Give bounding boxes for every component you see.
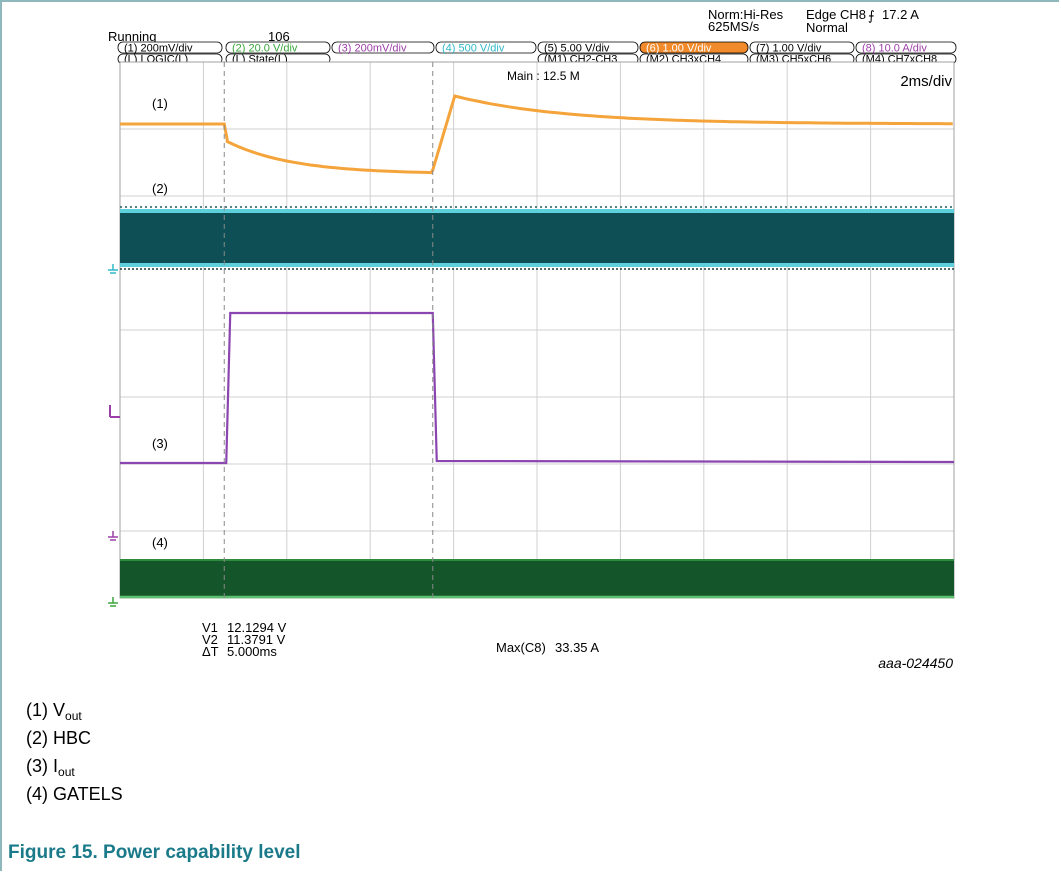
channel-box-5: (5) 5.00 V/div	[537, 41, 639, 55]
figure-caption: Figure 15. Power capability level	[8, 842, 301, 863]
trace-2-hbc-band	[120, 211, 954, 266]
cursor-dt-label: ΔT	[202, 644, 219, 659]
trace-3-iout	[120, 311, 955, 465]
cursor-v2-value: 11.3791 V	[227, 632, 286, 647]
channel-box-frame	[331, 41, 435, 54]
channel-box-7: (7) 1.00 V/div	[749, 41, 855, 55]
channel-box-frame	[537, 41, 639, 54]
channel-box-2: (2) 20.0 V/div	[225, 41, 331, 55]
channel-box-label: (1) 200mV/div	[124, 43, 193, 55]
channel-box-8: (8) 10.0 A/div	[855, 41, 957, 55]
trigger-level: 17.2 A	[882, 7, 919, 22]
channel-box-frame	[639, 41, 749, 54]
legend-item-4: (4) GATELS	[26, 784, 123, 807]
image-id: aaa-024450	[878, 655, 953, 671]
trigger-level-marker	[109, 405, 120, 418]
measurement-label: Max(C8)	[496, 640, 546, 655]
legend-sub: out	[58, 765, 75, 779]
legend-prefix: (2) HBC	[26, 728, 92, 748]
timebase: 2ms/div	[900, 73, 952, 90]
trace-label-4: (4)	[152, 535, 168, 550]
oscilloscope-screen: Running 106 Norm:Hi-Res 625MS/s Edge CH8…	[108, 7, 957, 671]
trigger-type: Edge CH8	[806, 7, 866, 22]
acq-mode: Norm:Hi-Res	[708, 7, 784, 22]
channel-box-label: (2) 20.0 V/div	[232, 43, 298, 55]
channel-box-label: (8) 10.0 A/div	[862, 43, 927, 55]
legend-item-3: (3) Iout	[26, 756, 75, 779]
channel-row-1: (1) 200mV/div (2) 20.0 V/div (3) 200mV/div…	[117, 41, 957, 55]
trace-label-3: (3)	[152, 436, 168, 451]
channel-box-frame	[117, 41, 223, 54]
trace-label-2: (2)	[152, 181, 168, 196]
waveform-traces	[120, 94, 955, 599]
cursor-v2-label: V2	[202, 632, 218, 647]
trace-4-gatels-band	[120, 561, 954, 597]
channel-box-label: (4) 500 V/div	[442, 43, 505, 55]
channel-box-frame	[435, 41, 537, 54]
channel-box-1: (1) 200mV/div	[117, 41, 223, 55]
trace-1-vout	[120, 94, 953, 175]
cursor-v1-value: 12.1294 V	[227, 620, 287, 635]
trigger-mode: Normal	[806, 20, 848, 35]
legend-item-2: (2) HBC	[26, 728, 91, 751]
channel-box-3: (3) 200mV/div	[331, 41, 435, 55]
channel-box-6: (6) 1.00 V/div	[639, 41, 749, 55]
legend-item-1: (1) Vout	[26, 700, 82, 723]
main-record: Main : 12.5 M	[507, 69, 580, 83]
legend-prefix: (3) I	[26, 756, 59, 776]
sample-rate: 625MS/s	[708, 19, 760, 34]
legend-prefix: (4) GATELS	[26, 784, 123, 804]
channel-box-label: (3) 200mV/div	[338, 43, 407, 55]
channel-box-frame	[749, 41, 855, 54]
acq-count: 106	[268, 29, 290, 44]
legend-sub: out	[65, 709, 82, 723]
trace-label-1: (1)	[152, 96, 168, 111]
channel-box-4: (4) 500 V/div	[435, 41, 537, 55]
channel-box-frame	[225, 41, 331, 54]
channel-box-label: (6) 1.00 V/div	[646, 43, 712, 55]
channel-box-label: (5) 5.00 V/div	[544, 43, 610, 55]
channel-box-label: (7) 1.00 V/div	[756, 43, 822, 55]
cursor-dt-value: 5.000ms	[227, 644, 277, 659]
measurement-value: 33.35 A	[555, 640, 599, 655]
ground-marker-2	[108, 264, 118, 274]
ground-marker-3	[108, 531, 118, 541]
trigger-edge-icon: ⨍	[868, 9, 875, 24]
legend-prefix: (1) V	[26, 700, 66, 720]
ground-marker-4	[108, 597, 118, 607]
channel-box-frame	[855, 41, 957, 54]
status-text: Running	[108, 29, 156, 44]
cursor-v1-label: V1	[202, 620, 218, 635]
